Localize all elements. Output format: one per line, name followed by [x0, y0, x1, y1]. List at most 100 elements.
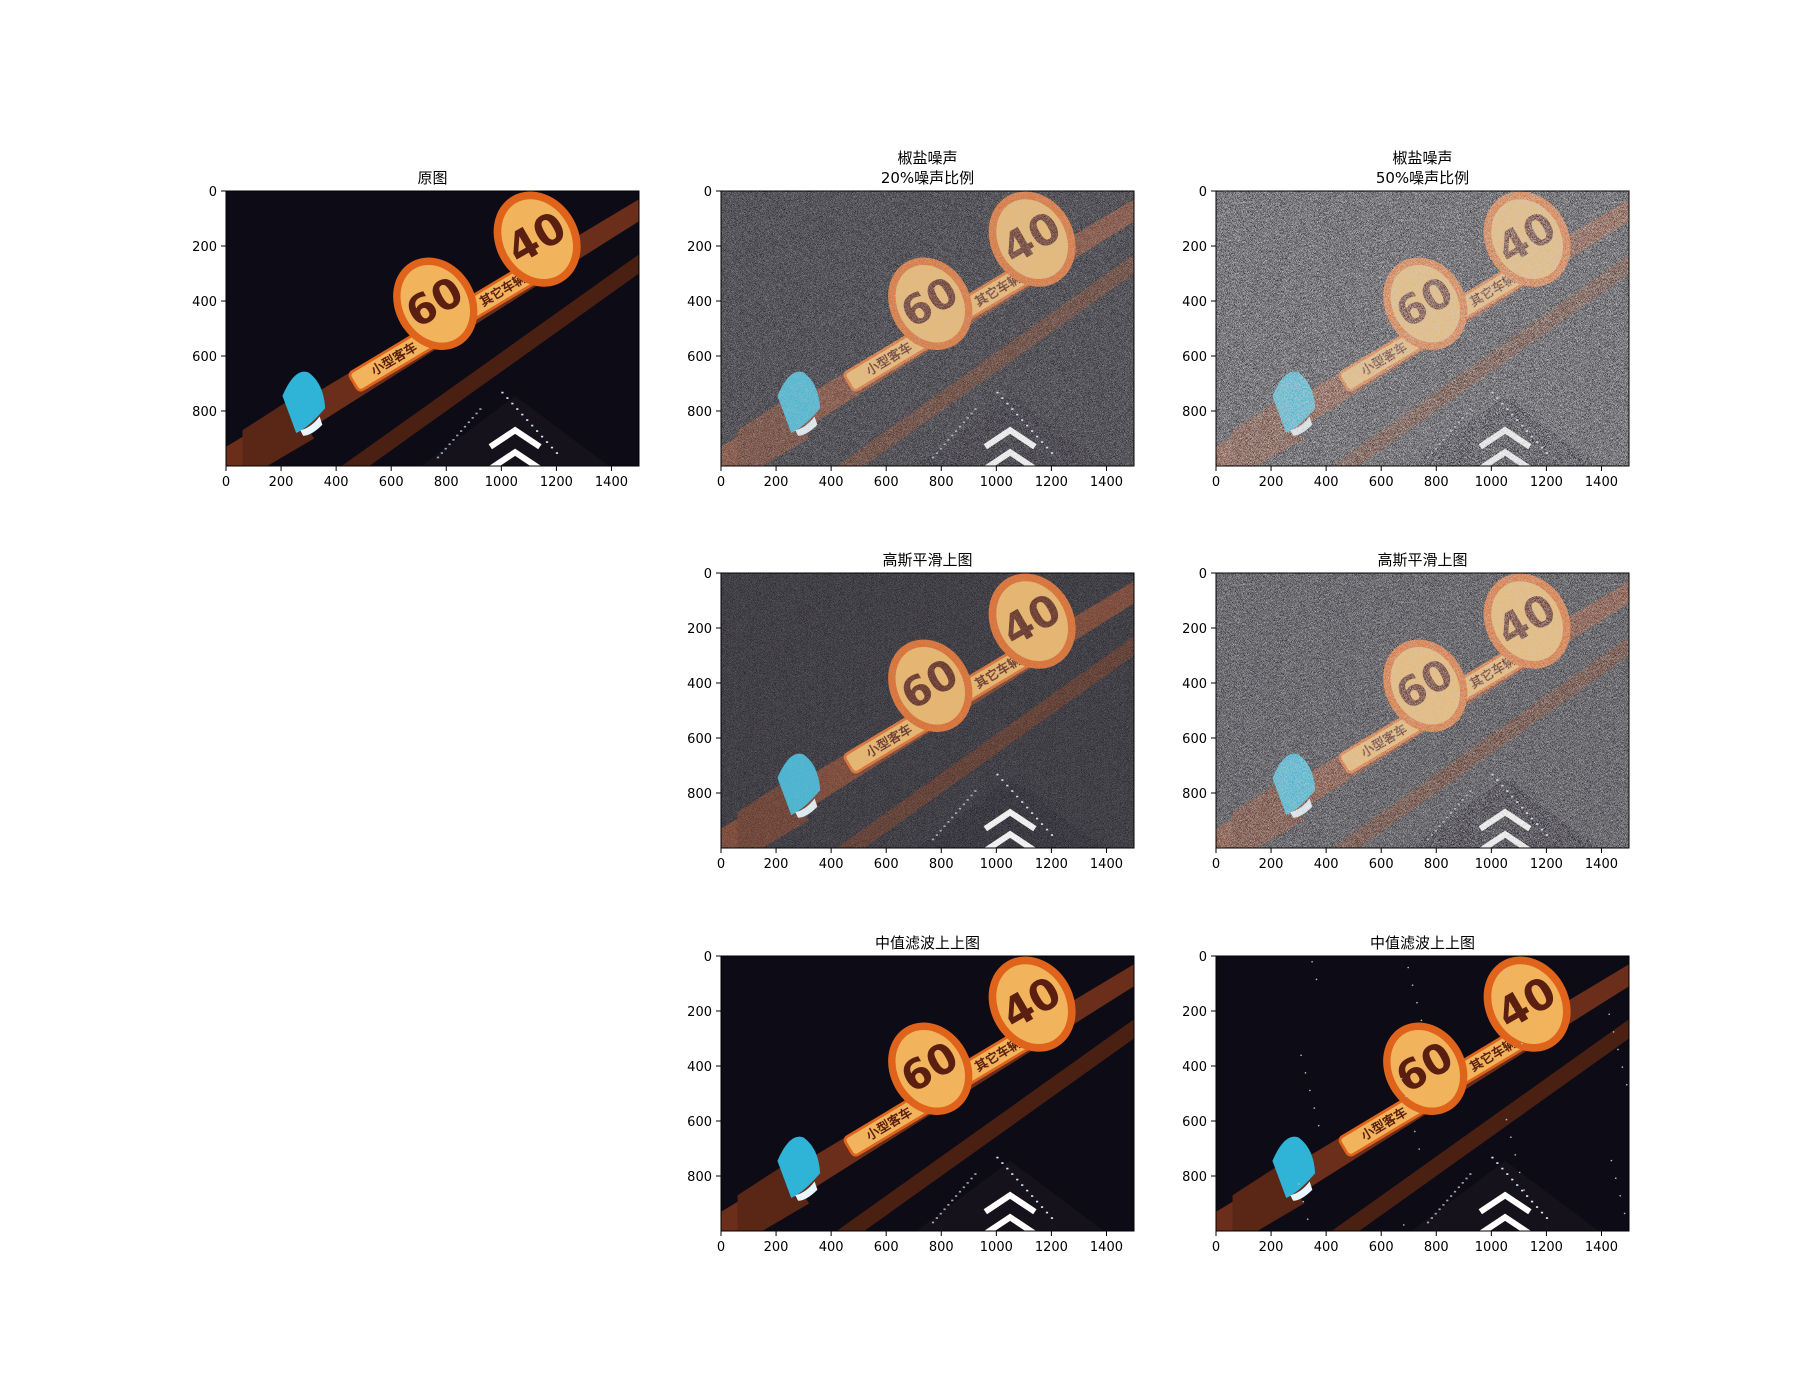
- x-tick-label: 0: [1212, 857, 1220, 872]
- x-tick-label: 200: [1259, 475, 1284, 490]
- window-light: [1469, 1173, 1472, 1175]
- x-tick-label: 1000: [1475, 857, 1508, 872]
- noise-overlay: [721, 573, 1134, 848]
- window-light: [436, 456, 440, 459]
- y-tick-label: 0: [704, 185, 712, 200]
- window-light: [1045, 1211, 1049, 1214]
- window-light: [1434, 1212, 1437, 1215]
- x-tick-label: 1000: [980, 475, 1013, 490]
- y-tick-label: 200: [1182, 1005, 1207, 1020]
- speed-sign-right: 40: [493, 191, 581, 287]
- x-tick-label: 600: [1369, 475, 1394, 490]
- residual-noise-dot: [1300, 1054, 1302, 1057]
- residual-noise-dot: [1516, 1025, 1519, 1027]
- residual-noise-dot: [1503, 972, 1506, 975]
- noise-overlay: [1216, 191, 1629, 466]
- y-tick-label: 800: [687, 787, 712, 802]
- residual-noise-dot: [1418, 1148, 1421, 1150]
- traffic-light-glow: [795, 1181, 818, 1201]
- axes-frame: [1215, 955, 1630, 1232]
- chevron-light: [1478, 1191, 1532, 1215]
- y-tick-label: 200: [1182, 622, 1207, 637]
- axes-frame: [225, 190, 640, 467]
- x-tick-label: 600: [874, 857, 899, 872]
- sign-face: [996, 964, 1068, 1045]
- axes-frame: [1215, 572, 1630, 849]
- window-light: [440, 452, 443, 454]
- window-light: [1430, 1217, 1433, 1219]
- speed-sign-left: 60: [393, 257, 478, 350]
- window-light: [471, 417, 474, 419]
- residual-noise-dot: [1625, 1083, 1628, 1086]
- residual-noise-dot: [1512, 1007, 1514, 1010]
- traffic-light-glow: [1290, 1181, 1313, 1201]
- window-light: [955, 1195, 958, 1197]
- speed-sign-right: 40: [988, 956, 1076, 1052]
- window-light: [526, 419, 529, 421]
- residual-noise-dot: [1420, 1019, 1423, 1022]
- window-light: [452, 439, 455, 441]
- x-tick-label: 200: [1259, 857, 1284, 872]
- y-tick-label: 600: [1182, 1115, 1207, 1130]
- window-light: [931, 1221, 935, 1224]
- window-light: [1540, 1211, 1544, 1214]
- axes-frame: [720, 955, 1135, 1232]
- traffic-light-glow: [300, 416, 323, 436]
- residual-noise-dot: [1514, 1154, 1517, 1156]
- x-tick-label: 1200: [1530, 857, 1563, 872]
- window-light: [1006, 1167, 1009, 1170]
- x-tick-label: 200: [764, 1240, 789, 1255]
- window-light: [1496, 1162, 1499, 1164]
- y-tick-label: 0: [704, 950, 712, 965]
- window-light: [947, 1204, 950, 1206]
- chevron-light: [1478, 1213, 1532, 1231]
- subplot-title: 原图: [417, 169, 447, 187]
- y-tick-label: 0: [1199, 567, 1207, 582]
- x-tick-label: 0: [717, 475, 725, 490]
- chevron-light: [488, 448, 542, 466]
- window-light: [1035, 1200, 1039, 1203]
- residual-noise-dot: [1523, 1189, 1525, 1191]
- residual-noise-dot: [1416, 1001, 1418, 1004]
- window-light: [974, 1173, 977, 1175]
- subplot-title: 20%噪声比例: [881, 169, 974, 187]
- sign-face: [400, 264, 470, 343]
- x-tick-label: 200: [269, 475, 294, 490]
- residual-noise-dot: [1617, 1048, 1619, 1051]
- x-tick-label: 1200: [1035, 1240, 1068, 1255]
- window-light: [958, 1190, 962, 1193]
- x-tick-label: 600: [1369, 1240, 1394, 1255]
- residual-noise-dot: [1521, 1042, 1523, 1045]
- x-tick-label: 600: [874, 475, 899, 490]
- subplot-title: 高斯平滑上图: [1377, 551, 1467, 569]
- window-light: [550, 446, 554, 449]
- residual-noise-dot: [1623, 1212, 1626, 1215]
- x-tick-label: 1400: [1090, 475, 1123, 490]
- y-tick-label: 800: [1182, 405, 1207, 420]
- sign-face: [501, 199, 573, 280]
- window-light: [1465, 1177, 1468, 1180]
- residual-noise-dot: [1621, 1066, 1624, 1068]
- window-light: [479, 408, 482, 410]
- x-tick-label: 0: [1212, 475, 1220, 490]
- window-light: [444, 447, 447, 450]
- chevron-light: [983, 1191, 1037, 1215]
- subplot-title: 中值滤波上上图: [1370, 934, 1475, 952]
- window-light: [1530, 1200, 1534, 1203]
- x-tick-label: 400: [1314, 1240, 1339, 1255]
- x-tick-label: 1200: [1035, 857, 1068, 872]
- window-light: [1516, 1184, 1519, 1186]
- window-light: [506, 397, 509, 399]
- y-tick-label: 600: [1182, 350, 1207, 365]
